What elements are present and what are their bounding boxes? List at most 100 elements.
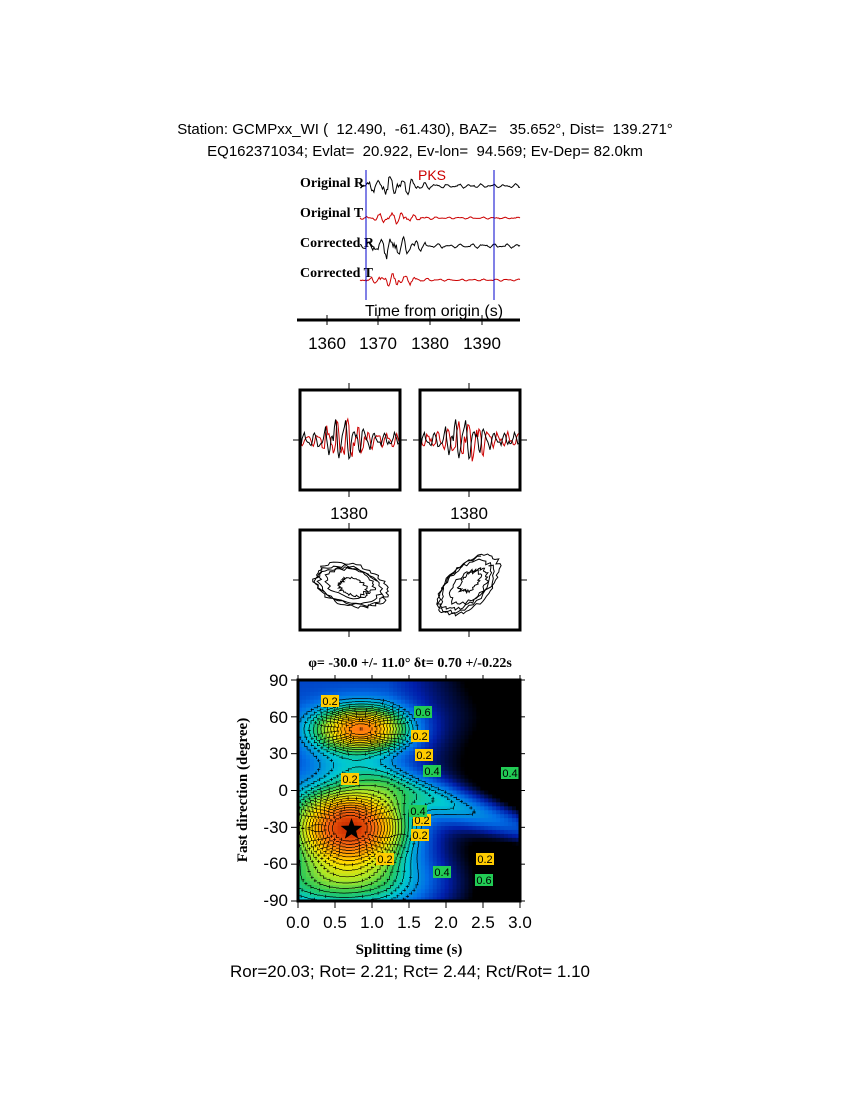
heatmap-cell [476,845,481,851]
heatmap-cell [409,691,414,697]
heatmap-cell [472,826,477,831]
heatmap-cell [448,841,454,847]
heatmap-cell [448,893,454,898]
heatmap-cell [440,893,446,898]
heatmap-cell [492,786,497,792]
heatmap-cell [412,687,418,693]
heatmap-cell [512,731,517,736]
heatmap-cell [313,751,319,756]
heatmap-cell [444,711,450,717]
heatmap-cell [428,897,434,901]
heatmap-cell [492,719,497,725]
heatmap-cell [476,849,481,855]
heatmap-cell [373,711,378,717]
heatmap-cell [508,719,513,725]
heatmap-cell [452,754,458,760]
contour-label-bg [411,730,429,742]
heatmap-cell [512,703,517,709]
heatmap-cell [484,786,489,792]
heatmap-cell [405,857,410,863]
heatmap-cell [365,727,370,732]
heatmap-cell [484,762,489,768]
heatmap-cell [468,770,474,776]
heatmap-cell [369,758,374,764]
heatmap-cell [456,869,462,874]
heatmap-cell [313,822,319,827]
heatmap-cell [428,826,434,831]
heatmap-cell [504,743,509,748]
heatmap-cell [452,703,458,709]
heatmap-cell [488,723,493,728]
heatmap-cell [504,814,509,819]
heatmap-cell [448,786,454,792]
heatmap-cell [337,810,343,815]
contour-level [323,727,376,848]
heatmap-cell [313,897,319,901]
heatmap-cell [397,695,402,701]
heatmap-cell [321,857,327,863]
heatmap-cell [365,826,370,831]
heatmap-cell [389,845,394,851]
heatmap-cell [397,877,402,882]
heatmap-cell [305,873,311,878]
heatmap-cell [476,707,481,713]
heatmap-cell [409,687,414,693]
heatmap-cell [349,754,355,760]
heatmap-cell [389,826,394,831]
heatmap-cell [317,683,323,689]
heatmap-cell [401,885,406,890]
heatmap-cell [500,885,505,890]
heatmap-cell [424,889,430,894]
heatmap-cell [488,810,493,815]
heatmap-cell [436,747,442,752]
heatmap-cell [448,719,454,725]
heatmap-cell [432,754,438,760]
heatmap-cell [508,762,513,768]
heatmap-cell [468,762,474,768]
heatmap-cell [460,829,466,835]
heatmap-cell [412,889,418,894]
heatmap-cell [432,723,438,728]
heatmap-cell [337,897,343,901]
heatmap-cell [345,691,351,697]
heatmap-cell [500,723,505,728]
heatmap-cell [500,707,505,713]
heatmap-cell [333,731,339,736]
heatmap-cell [420,687,426,693]
heatmap-cell [333,739,339,744]
heatmap-cell [397,691,402,697]
heatmap-cell [341,731,347,736]
heatmap-cell [373,806,378,811]
heatmap-cell [424,719,430,725]
heatmap-cell [416,897,422,901]
heatmap-cell [472,814,477,819]
heatmap-cell [309,822,315,827]
heatmap-cell [341,727,347,732]
heatmap-cell [373,782,378,788]
heatmap-cell [409,826,414,831]
heatmap-cell [393,762,398,768]
heatmap-cell [298,877,303,882]
heatmap-cell [345,762,351,768]
heatmap-cell [353,794,359,799]
heatmap-cell [361,683,366,689]
heatmap-cell [329,687,335,693]
heatmap-cell [472,723,477,728]
heatmap-cell [468,758,474,764]
heatmap-cell [341,893,347,898]
heatmap-cell [420,802,426,807]
heatmap-cell [440,680,446,685]
heatmap-cell [329,691,335,697]
heatmap-cell [488,826,493,831]
heatmap-cell [484,703,489,709]
heatmap-cell [428,841,434,847]
heatmap-cell [337,818,343,823]
heatmap-cell [516,853,520,859]
heatmap-cell [305,770,311,776]
heatmap-cell [321,751,327,756]
heatmap-cell [492,683,497,689]
heatmap-cell [504,865,509,871]
heatmap-cell [305,731,311,736]
heatmap-cell [432,687,438,693]
heatmap-cell [436,889,442,894]
